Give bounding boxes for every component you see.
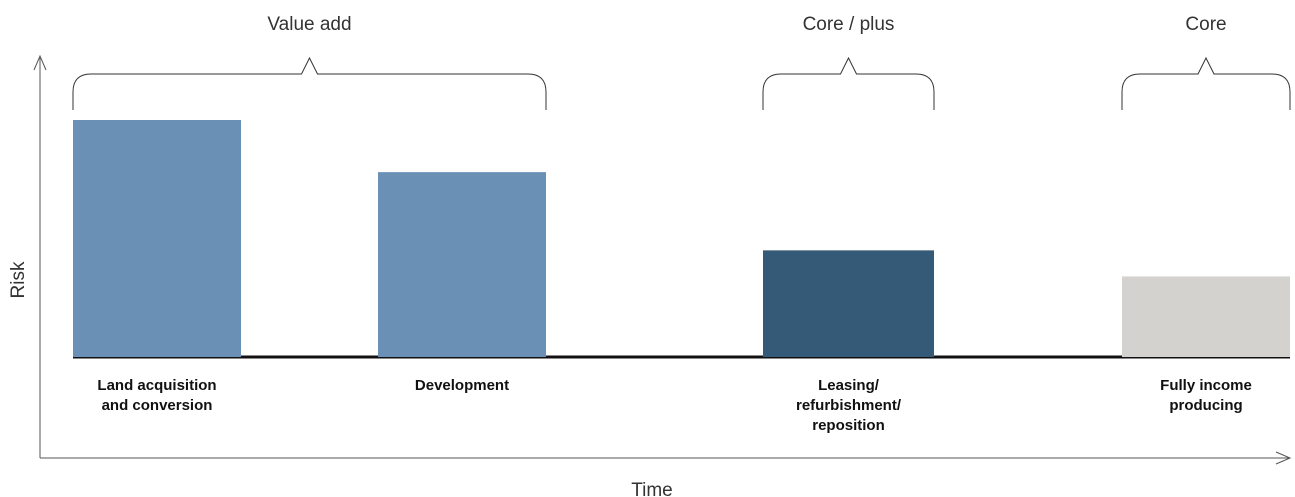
x-axis-label: Time — [631, 480, 673, 497]
bar — [73, 120, 241, 357]
bar — [378, 172, 546, 357]
group-label: Value add — [267, 14, 351, 35]
group-label: Core — [1185, 14, 1226, 35]
y-axis-arrow — [33, 54, 47, 71]
category-label: Development — [415, 377, 509, 394]
x-axis-arrow — [1275, 451, 1292, 465]
category-label: Fully income producing — [1160, 377, 1252, 414]
category-label: Land acquisition and conversion — [97, 377, 216, 414]
group-brackets: Value add Core / plus Core — [72, 14, 1291, 110]
bar — [763, 250, 934, 357]
group-bracket — [72, 56, 547, 110]
bar — [1122, 276, 1290, 357]
y-axis-label: Risk — [8, 261, 29, 298]
category-label: Leasing/refurbishment/reposition — [796, 377, 902, 434]
group-bracket — [1121, 56, 1291, 110]
bars-group — [73, 120, 1290, 357]
group-bracket — [762, 56, 935, 110]
group-label: Core / plus — [803, 14, 895, 35]
category-labels-group: Land acquisition and conversion Developmen… — [97, 377, 1251, 434]
